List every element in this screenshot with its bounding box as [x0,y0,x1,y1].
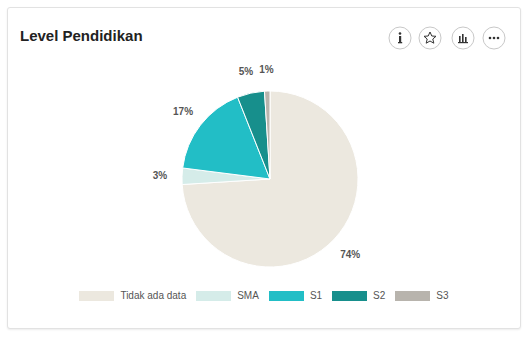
html-text:S1: S1 [309,290,323,301]
html-text:S2: S2 [373,290,386,301]
svg-text:3%: 3% [153,170,168,181]
html-text:SMA: SMA [237,290,259,301]
html-text:S3: S3 [436,290,449,301]
svg-text:1%: 1% [259,64,274,75]
html-text:Level Pendidikan: Level Pendidikan [20,27,143,44]
html-text:Tidak ada data: Tidak ada data [120,290,187,301]
svg-text:5%: 5% [239,66,254,77]
svg-text:74%: 74% [340,249,360,260]
svg-text:17%: 17% [173,106,193,117]
